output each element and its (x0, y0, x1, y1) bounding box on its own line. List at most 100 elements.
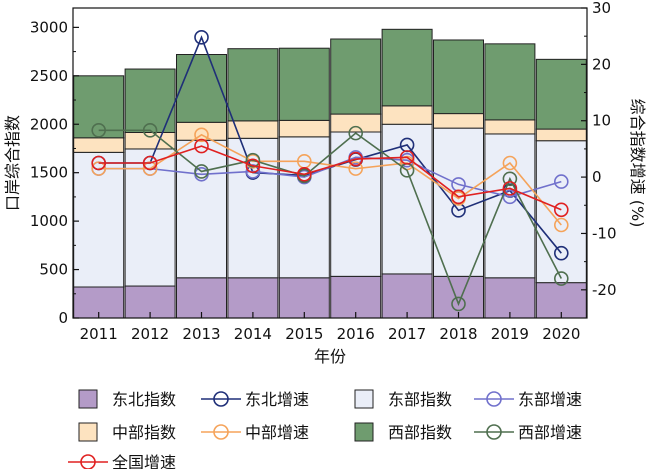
left-tick-label-5: 2500 (30, 67, 68, 85)
left-tick-label-3: 1500 (30, 164, 68, 182)
series-marker-3-2012 (142, 123, 158, 138)
left-y-axis-title: 口岸综合指数 (3, 115, 22, 211)
x-tick-label-2019: 2019 (491, 325, 529, 343)
series-marker-2-2019 (502, 155, 518, 171)
series-line-4 (98, 145, 562, 211)
right-tick-label-5: 30 (592, 0, 611, 17)
bar-segment-3-2012 (124, 68, 176, 133)
x-tick-label-2020: 2020 (542, 325, 580, 343)
series-marker-2-2011 (91, 161, 106, 176)
series-marker-3-2014 (245, 152, 261, 168)
legend-label: 中部指数 (112, 423, 176, 442)
series-marker-4-2016 (348, 151, 364, 167)
bar-segment-1-2015 (278, 136, 330, 279)
axes-layer: 0 500 1000 1500 2000 2500 3000 -20 -10 0 10 20 30 201… (3, 0, 647, 366)
bar-segment-0-2015 (278, 277, 330, 319)
series-marker-4-2014 (245, 158, 261, 174)
x-tick-label-2011: 2011 (80, 325, 118, 343)
x-tick-label-2012: 2012 (131, 325, 169, 343)
legend-label: 中部增速 (245, 423, 309, 442)
bars-layer (73, 28, 587, 319)
series-marker-4-2020 (553, 202, 569, 218)
legend-swatch-bar (354, 389, 374, 409)
series-marker-2-2012 (142, 161, 158, 176)
x-tick-label-2014: 2014 (234, 325, 272, 343)
series-marker-3-2016 (348, 125, 364, 141)
legend-label: 东部增速 (518, 390, 582, 409)
bar-segment-2-2013 (176, 121, 227, 141)
left-tick-label-4: 2000 (30, 115, 68, 133)
series-marker-3-2019 (502, 171, 518, 187)
bar-segment-0-2014 (227, 277, 279, 319)
series-marker-4-2017 (399, 150, 415, 165)
series-marker-2-2013 (194, 127, 209, 143)
bar-segment-1-2017 (381, 123, 433, 275)
legend-swatch-marker (213, 391, 229, 407)
bar-segment-2-2020 (535, 128, 587, 142)
lines-layer (91, 30, 569, 312)
series-marker-4-2015 (296, 166, 312, 182)
legend-item-0-2: 东部指数 (354, 389, 452, 409)
legend-item-1-3: 西部增速 (474, 423, 582, 442)
right-y-axis-title: 综合指数增速 (%) (628, 99, 647, 228)
bar-segment-1-2018 (433, 127, 484, 277)
legend-swatch-marker (486, 391, 502, 407)
series-marker-3-2013 (194, 164, 209, 179)
series-marker-1-2014 (245, 164, 261, 179)
series-marker-0-2013 (194, 30, 209, 45)
series-line-3 (98, 129, 563, 307)
series-marker-4-2012 (142, 155, 158, 171)
series-marker-3-2020 (553, 271, 569, 286)
right-tick-label-3: 10 (592, 112, 611, 130)
legend-item-1-0: 中部指数 (78, 422, 176, 442)
bar-segment-3-2014 (227, 48, 279, 122)
legend-item-1-1: 中部增速 (201, 423, 309, 442)
legend-swatch-bar (354, 422, 374, 442)
legend-item-1-2: 西部指数 (354, 422, 452, 442)
bar-segment-0-2016 (330, 275, 382, 319)
series-marker-2-2020 (553, 217, 569, 233)
bar-segment-3-2011 (73, 75, 125, 139)
bar-segment-3-2016 (330, 38, 382, 115)
legend-item-2-0: 全国增速 (68, 453, 176, 472)
bar-segment-1-2020 (535, 140, 587, 284)
plot-frame (72, 7, 588, 319)
left-tick-label-2: 1000 (30, 212, 68, 230)
series-marker-1-2019 (502, 189, 518, 205)
legend-label: 西部指数 (388, 423, 452, 442)
x-tick-label-2018: 2018 (439, 325, 477, 343)
x-axis-title: 年份 (314, 347, 346, 366)
bar-segment-2-2019 (484, 119, 536, 135)
bar-segment-2-2018 (433, 113, 484, 129)
bar-segment-0-2017 (381, 273, 433, 319)
bar-segment-3-2013 (176, 54, 227, 123)
legend-swatch-marker (486, 424, 502, 440)
x-tick-label-2016: 2016 (337, 325, 375, 343)
bar-segment-0-2019 (484, 277, 536, 319)
bar-segment-3-2018 (433, 39, 484, 115)
x-tick-label-2017: 2017 (388, 325, 426, 343)
right-tick-label-4: 20 (592, 55, 611, 73)
bar-segment-1-2013 (176, 139, 227, 279)
series-marker-3-2018 (451, 296, 466, 312)
legend-swatch-bar (78, 422, 98, 442)
x-tick-label-2013: 2013 (182, 325, 220, 343)
legend-label: 全国增速 (112, 453, 176, 469)
bar-segment-3-2017 (381, 28, 433, 107)
bar-segment-2-2015 (278, 119, 330, 138)
series-marker-0-2020 (553, 245, 569, 261)
left-tick-label-6: 3000 (30, 18, 68, 36)
series-marker-4-2013 (194, 138, 209, 154)
right-tick-label-2: 0 (592, 168, 602, 186)
bar-segment-1-2019 (484, 133, 536, 279)
series-marker-4-2011 (91, 155, 106, 171)
bar-segment-1-2016 (330, 131, 382, 277)
legend-label: 东北增速 (245, 390, 309, 409)
right-tick-label-1: -10 (592, 224, 617, 242)
legend-label: 东北指数 (112, 390, 176, 409)
bar-segment-2-2011 (73, 137, 125, 153)
left-tick-label-1: 500 (39, 261, 68, 279)
